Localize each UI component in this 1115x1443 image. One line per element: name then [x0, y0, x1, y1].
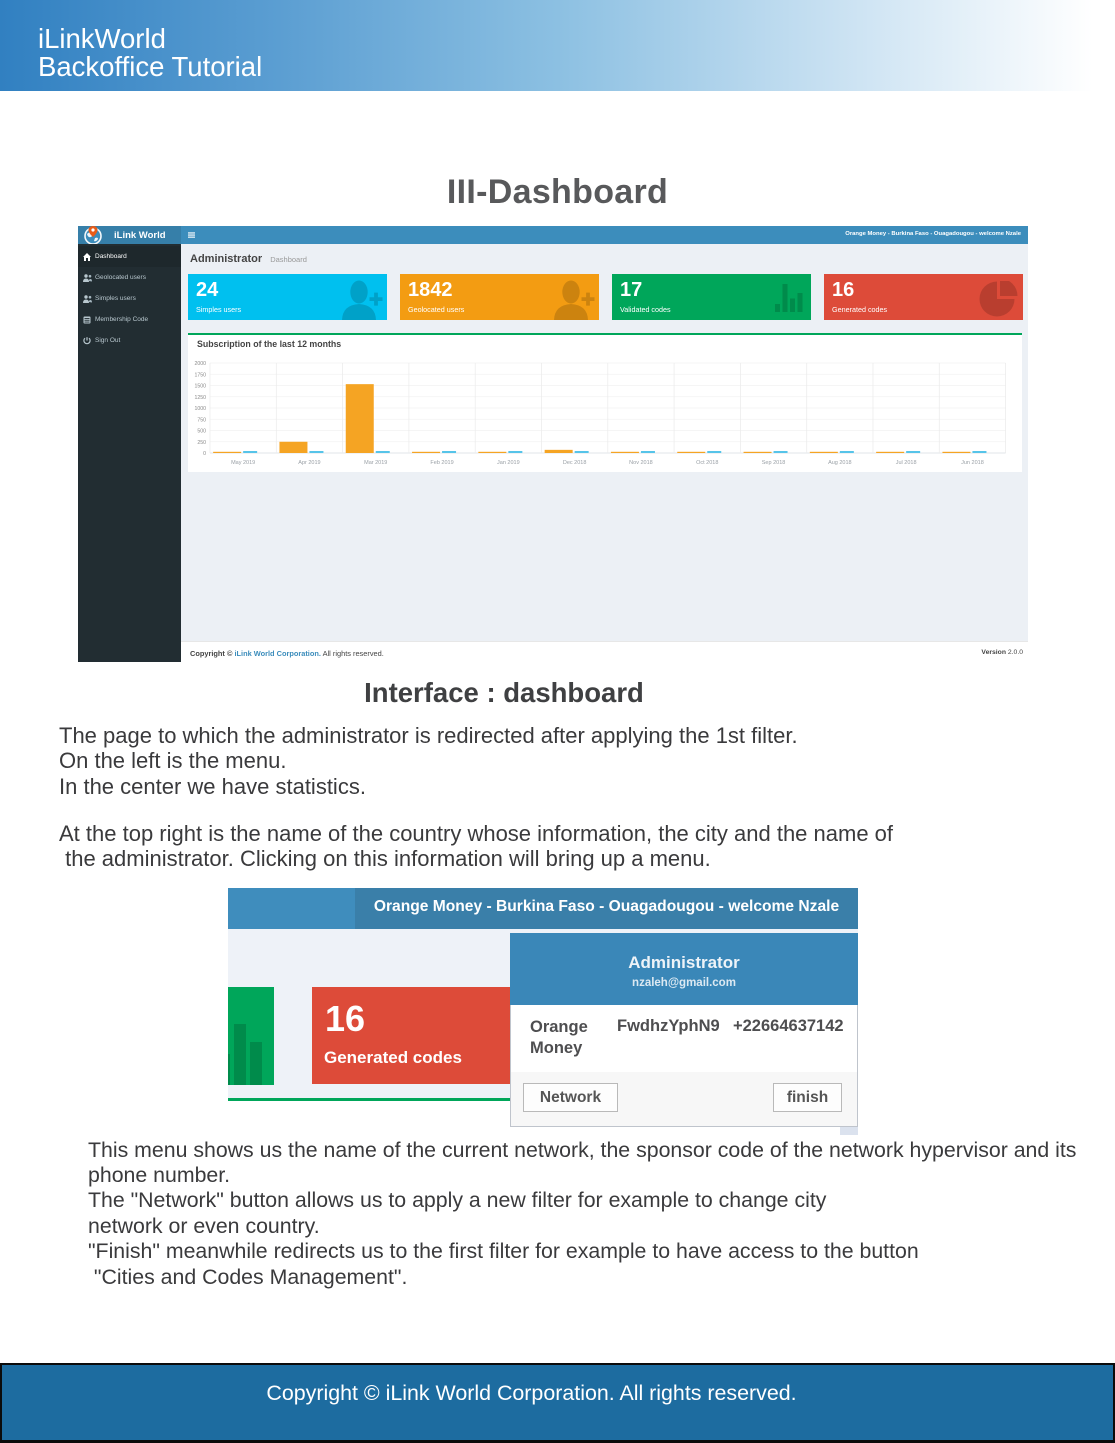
svg-text:1750: 1750	[194, 372, 206, 378]
svg-text:Oct 2018: Oct 2018	[696, 460, 718, 466]
svg-text:250: 250	[197, 440, 206, 446]
svg-text:Dec 2018: Dec 2018	[563, 460, 587, 466]
svg-text:1250: 1250	[194, 395, 206, 401]
svg-text:Aug 2018: Aug 2018	[828, 460, 852, 466]
svg-text:Jan 2019: Jan 2019	[497, 460, 520, 466]
svg-text:May 2019: May 2019	[231, 460, 255, 466]
svg-text:Nov 2018: Nov 2018	[629, 460, 653, 466]
svg-text:Jul 2018: Jul 2018	[896, 460, 917, 466]
svg-text:1500: 1500	[194, 384, 206, 390]
svg-text:0: 0	[203, 451, 206, 457]
svg-text:Feb 2019: Feb 2019	[430, 460, 453, 466]
svg-text:500: 500	[197, 429, 206, 435]
svg-text:Mar 2019: Mar 2019	[364, 460, 387, 466]
svg-text:750: 750	[197, 417, 206, 423]
svg-text:Apr 2019: Apr 2019	[298, 460, 320, 466]
svg-text:2000: 2000	[194, 361, 206, 367]
svg-text:Sep 2018: Sep 2018	[762, 460, 786, 466]
svg-text:1000: 1000	[194, 406, 206, 412]
svg-text:Jun 2018: Jun 2018	[961, 460, 984, 466]
